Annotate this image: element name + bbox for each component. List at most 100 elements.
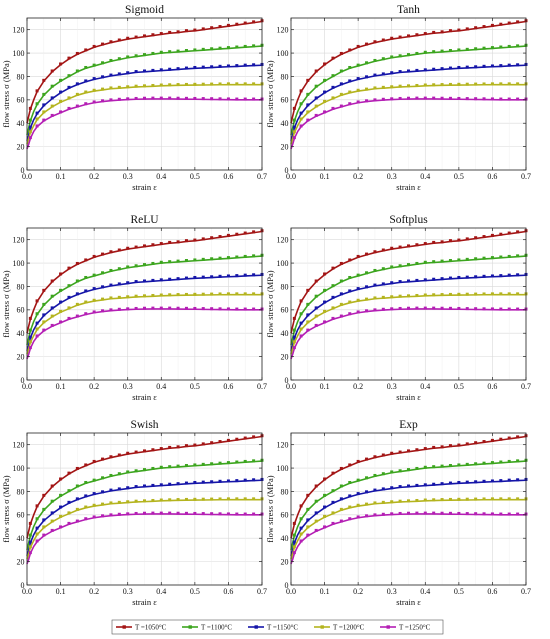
data-marker xyxy=(109,86,113,90)
legend-swatch-marker xyxy=(254,625,258,629)
data-marker xyxy=(59,320,63,324)
data-marker xyxy=(193,497,197,501)
data-marker xyxy=(423,498,427,502)
data-marker xyxy=(299,321,303,325)
data-marker xyxy=(423,68,427,72)
data-marker xyxy=(398,70,402,74)
data-marker xyxy=(243,292,247,296)
data-marker xyxy=(28,106,32,110)
y-tick-label: 100 xyxy=(13,464,25,473)
data-marker xyxy=(226,479,230,483)
legend-label: T =1100°C xyxy=(201,624,232,632)
data-marker xyxy=(151,306,155,310)
data-marker xyxy=(252,20,256,24)
y-tick-label: 60 xyxy=(17,511,25,520)
x-tick-label: 0.7 xyxy=(257,587,267,596)
x-tick-label: 0.5 xyxy=(454,382,464,391)
plot-frame xyxy=(290,227,527,381)
data-marker xyxy=(373,488,377,492)
panel-title: ReLU xyxy=(130,214,159,226)
data-marker xyxy=(365,309,369,313)
data-marker xyxy=(482,64,486,68)
data-marker xyxy=(314,279,318,283)
data-marker xyxy=(92,273,96,277)
data-marker xyxy=(465,27,469,31)
data-marker xyxy=(92,254,96,258)
data-marker xyxy=(457,28,461,32)
x-tick-label: 0.4 xyxy=(420,382,430,391)
data-marker xyxy=(35,89,39,93)
data-marker xyxy=(117,295,121,299)
data-marker xyxy=(184,82,188,86)
data-marker xyxy=(28,551,32,555)
data-marker xyxy=(516,273,520,277)
x-tick-label: 0.6 xyxy=(487,587,497,596)
data-marker xyxy=(184,49,188,53)
data-marker xyxy=(176,83,180,87)
panel-softplus: 0.0 0.1 0.2 0.3 0.4 0.5 0.6 0.7 0 20 40 60 80 100 120 S… xyxy=(265,214,531,402)
data-marker xyxy=(365,490,369,494)
data-marker xyxy=(42,320,46,324)
data-marker xyxy=(331,96,335,100)
data-marker xyxy=(373,296,377,300)
data-marker xyxy=(210,307,214,311)
data-marker xyxy=(423,511,427,515)
data-marker xyxy=(210,65,214,69)
data-marker xyxy=(292,328,296,332)
data-marker xyxy=(193,463,197,467)
data-marker xyxy=(323,309,327,313)
data-marker xyxy=(490,97,494,101)
data-marker xyxy=(235,307,239,311)
data-marker xyxy=(176,445,180,449)
x-tick-label: 0.5 xyxy=(190,382,200,391)
y-tick-label: 100 xyxy=(277,49,289,58)
data-marker xyxy=(407,279,410,283)
data-marker xyxy=(432,260,436,264)
data-marker xyxy=(423,278,427,282)
data-marker xyxy=(235,45,239,49)
x-tick-label: 0.5 xyxy=(190,587,200,596)
data-marker xyxy=(101,252,105,256)
y-tick-label: 100 xyxy=(277,464,289,473)
data-marker xyxy=(176,498,180,502)
data-marker xyxy=(67,85,71,89)
data-marker xyxy=(356,88,360,92)
data-marker xyxy=(159,83,163,87)
data-marker xyxy=(381,248,385,252)
data-marker xyxy=(84,480,88,484)
data-marker xyxy=(193,511,197,515)
data-marker xyxy=(331,266,335,270)
data-marker xyxy=(218,461,222,465)
data-marker xyxy=(398,306,402,310)
data-marker xyxy=(398,450,402,454)
data-marker xyxy=(75,69,79,73)
data-marker xyxy=(252,307,256,311)
y-tick-label: 100 xyxy=(13,259,25,268)
data-marker xyxy=(159,50,163,54)
data-marker xyxy=(226,233,230,237)
x-tick-label: 0.0 xyxy=(22,587,32,596)
data-marker xyxy=(235,497,239,501)
data-marker xyxy=(28,316,32,320)
data-marker xyxy=(59,78,63,82)
data-marker xyxy=(381,472,385,476)
data-marker xyxy=(457,443,461,447)
y-tick-label: 60 xyxy=(281,306,289,315)
data-marker xyxy=(474,97,478,101)
x-tick-label: 0.5 xyxy=(454,587,464,596)
data-marker xyxy=(292,118,296,122)
data-marker xyxy=(448,29,452,33)
data-marker xyxy=(109,513,113,517)
panel-relu: 0.0 0.1 0.2 0.3 0.4 0.5 0.6 0.7 0 20 40 60 80 100 120 R… xyxy=(1,214,267,402)
data-marker xyxy=(331,521,335,525)
data-marker xyxy=(151,68,155,72)
data-marker xyxy=(356,44,360,48)
x-tick-label: 0.7 xyxy=(257,382,267,391)
data-marker xyxy=(490,512,494,516)
data-marker xyxy=(28,130,32,134)
data-marker xyxy=(67,96,71,100)
data-marker xyxy=(134,294,138,298)
data-marker xyxy=(339,104,343,108)
y-axis-label: flow stress σ (MPa) xyxy=(265,60,275,127)
data-marker xyxy=(184,29,188,33)
